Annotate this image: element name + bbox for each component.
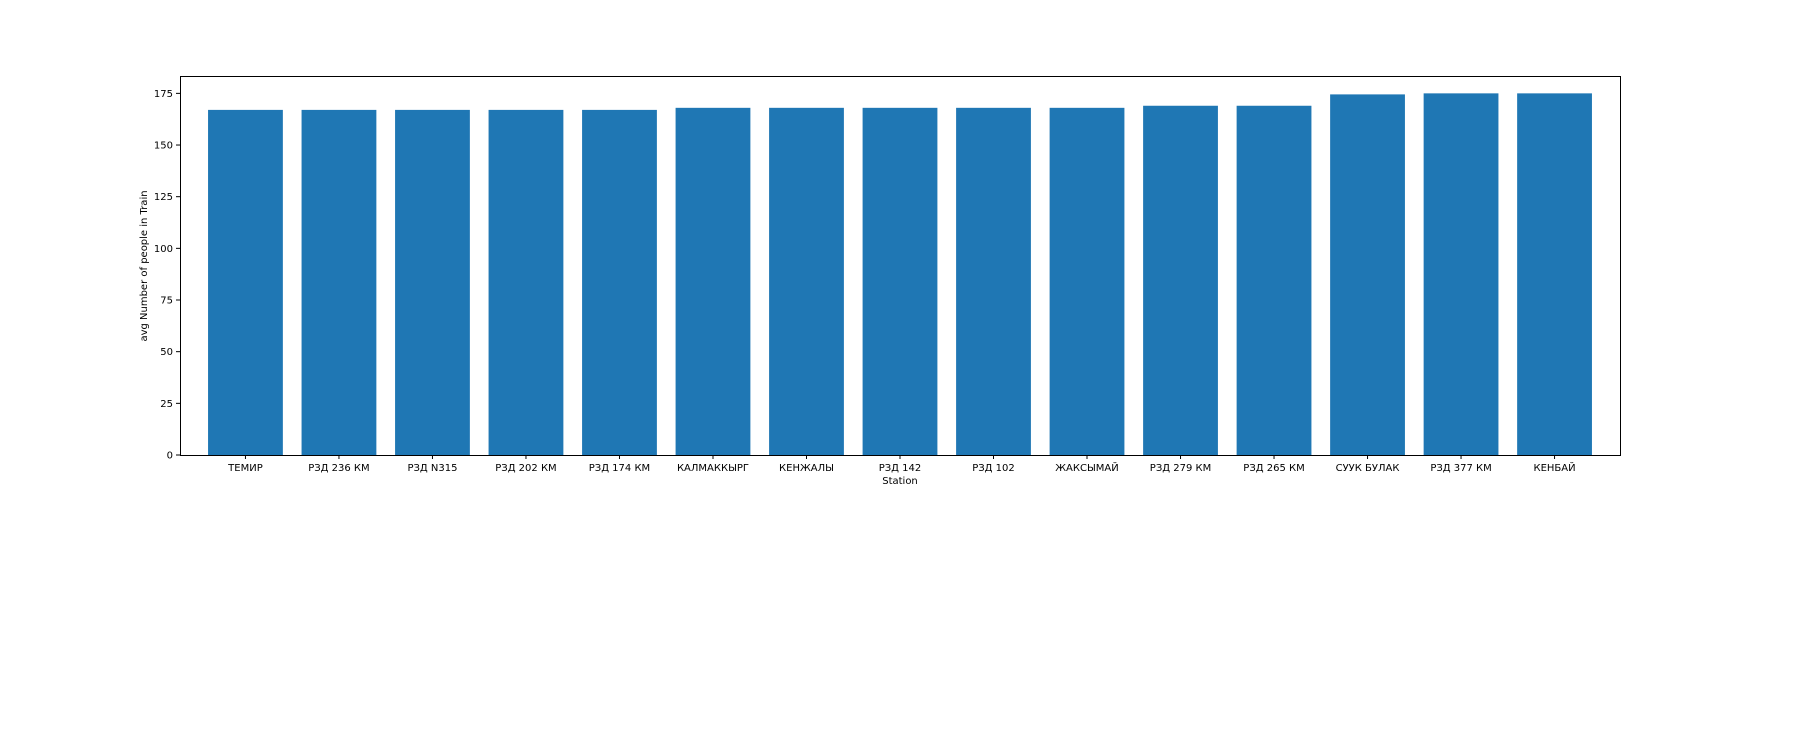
bar [1143, 105, 1218, 455]
x-tick-label: РЗД 377 КМ [1430, 463, 1491, 474]
y-tick-label: 100 [154, 244, 173, 255]
y-tick-label: 0 [167, 451, 173, 462]
x-tick-label: РЗД N315 [407, 463, 457, 474]
x-tick-label: РЗД 174 КМ [589, 463, 650, 474]
bars-group [208, 93, 1592, 456]
y-tick-label: 175 [154, 89, 173, 100]
x-tick-label: СУУК БУЛАК [1336, 463, 1400, 474]
x-tick-label: ЖАКСЫМАЙ [1055, 461, 1118, 474]
x-tick-label: РЗД 102 [972, 463, 1015, 474]
x-axis: ТЕМИР РЗД 236 КМ РЗД N315 РЗД 202 КМ РЗД 174… [227, 455, 1576, 474]
x-tick-label: КЕНЖАЛЫ [779, 463, 834, 474]
bar [1517, 93, 1592, 456]
x-tick-label: РЗД 202 КМ [495, 463, 556, 474]
bar [301, 109, 377, 456]
bar [862, 107, 938, 455]
y-axis: 0 25 50 75 100 125 150 175 [154, 89, 180, 462]
y-axis-label: avg Number of people in Train [139, 190, 150, 341]
x-tick-label: РЗД 236 КМ [308, 463, 369, 474]
x-axis-label: Station [882, 476, 918, 487]
bar [1423, 93, 1499, 456]
y-tick-label: 50 [160, 347, 173, 358]
bar [582, 109, 657, 456]
y-tick-label: 125 [154, 192, 173, 203]
x-tick-label: РЗД 142 [879, 463, 922, 474]
bar [208, 109, 283, 456]
bar [769, 107, 844, 455]
x-tick-label: КЕНБАЙ [1533, 461, 1575, 474]
bar [395, 109, 470, 456]
x-tick-label: КАЛМАККЫРГ [677, 463, 749, 474]
bar [1330, 94, 1405, 456]
bar [488, 109, 564, 456]
x-tick-label: РЗД 265 КМ [1243, 463, 1304, 474]
x-tick-label: РЗД 279 КМ [1150, 463, 1211, 474]
y-tick-label: 25 [160, 399, 173, 410]
bar [675, 107, 751, 455]
y-tick-label: 150 [154, 141, 173, 152]
x-tick-label: ТЕМИР [227, 463, 263, 474]
bar [1049, 107, 1125, 455]
y-tick-label: 75 [160, 296, 173, 307]
bar [1236, 105, 1312, 455]
bar [956, 107, 1031, 455]
